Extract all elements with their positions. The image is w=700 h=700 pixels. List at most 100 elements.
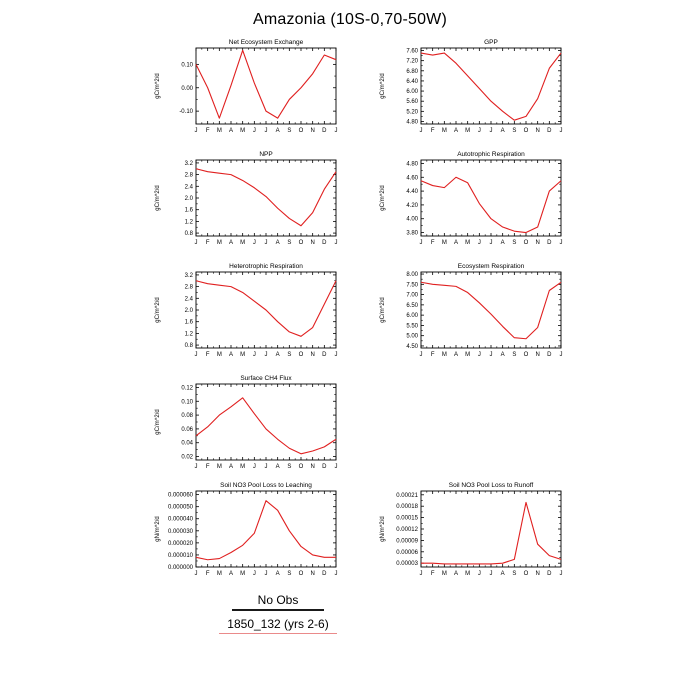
x-tick-label: A: [454, 240, 458, 246]
y-axis-label: gN/m^2/d: [155, 516, 161, 542]
chart-ecosystem-respiration: Ecosystem Respiration gC/m^2/d 4.50 5.00 5.5…: [376, 259, 581, 362]
x-tick-label: J: [253, 464, 256, 470]
x-tick-label: N: [310, 352, 314, 358]
x-tick-label: A: [229, 352, 233, 358]
chart-svg: Autotrophic Respiration gC/m^2/d 3.80 4.00 4…: [380, 151, 563, 246]
x-tick-label: M: [442, 128, 447, 134]
y-tick-label: 0.000020: [168, 541, 194, 547]
x-tick-label: S: [512, 571, 516, 577]
x-tick-label: M: [442, 240, 447, 246]
x-tick-label: J: [335, 352, 338, 358]
x-tick-label: J: [335, 464, 338, 470]
x-tick-label: J: [253, 571, 256, 577]
y-tick-label: 0.04: [181, 441, 193, 447]
x-tick-label: O: [524, 240, 529, 246]
x-tick-label: A: [276, 571, 280, 577]
x-tick-label: J: [253, 128, 256, 134]
y-tick-label: 0.8: [185, 231, 194, 237]
x-tick-label: J: [253, 352, 256, 358]
x-tick-label: N: [535, 571, 539, 577]
x-tick-label: N: [310, 464, 314, 470]
y-tick-label: 0.000050: [168, 505, 194, 511]
figure-title: Amazonia (10S-0,70-50W): [252, 11, 447, 28]
y-tick-label: 7.60: [406, 49, 418, 55]
chart-soil-no3-loss-runoff: Soil NO3 Pool Loss to Runoff gN/m^2/d 0.00…: [376, 478, 581, 581]
y-axis-label: gC/m^2/d: [155, 409, 161, 435]
y-tick-label: 0.00018: [396, 504, 418, 510]
x-tick-label: D: [547, 571, 552, 577]
legend-label-run: 1850_132 (yrs 2-6): [227, 616, 329, 631]
x-tick-label: D: [322, 571, 327, 577]
series-line: [420, 52, 562, 121]
chart-npp: NPP gC/m^2/d 0.8 1.2 1.6 2.0 2.4 2.8 3.2 J F M A M J J A…: [151, 147, 356, 250]
y-tick-label: 5.60: [406, 99, 418, 105]
x-tick-label: J: [490, 240, 493, 246]
chart-title: Surface CH4 Flux: [240, 375, 292, 382]
x-tick-label: M: [217, 240, 222, 246]
x-tick-label: D: [322, 464, 327, 470]
chart-heterotrophic-respiration: Heterotrophic Respiration gC/m^2/d 0.8 1.2 1…: [151, 259, 356, 362]
x-tick-label: D: [547, 240, 552, 246]
y-tick-label: 0.8: [185, 343, 194, 349]
y-tick-label: 4.80: [406, 161, 418, 167]
x-tick-label: D: [322, 352, 327, 358]
x-tick-label: A: [501, 128, 505, 134]
y-tick-label: 2.4: [185, 184, 194, 190]
x-tick-label: J: [490, 352, 493, 358]
y-tick-label: 2.8: [185, 173, 194, 179]
x-tick-label: M: [465, 571, 470, 577]
x-tick-label: A: [501, 240, 505, 246]
x-tick-label: A: [229, 571, 233, 577]
y-axis-label: gC/m^2/d: [155, 73, 161, 99]
x-tick-label: A: [501, 571, 505, 577]
chart-soil-no3-loss-leaching: Soil NO3 Pool Loss to Leaching gN/m^2/d 0.…: [151, 478, 356, 581]
x-tick-label: D: [322, 128, 327, 134]
chart-title: NPP: [259, 151, 272, 158]
y-axis-label: gC/m^2/d: [380, 185, 386, 211]
y-tick-label: 6.00: [406, 89, 418, 95]
x-tick-label: F: [206, 464, 210, 470]
x-tick-label: O: [524, 571, 529, 577]
y-tick-label: 0.000060: [168, 493, 194, 499]
x-tick-label: M: [217, 128, 222, 134]
x-tick-label: O: [524, 128, 529, 134]
x-tick-label: A: [276, 128, 280, 134]
x-tick-label: M: [465, 240, 470, 246]
x-tick-label: S: [512, 128, 516, 134]
y-tick-label: 6.00: [406, 313, 418, 319]
y-tick-label: 0.00006: [396, 550, 418, 556]
chart-svg: Ecosystem Respiration gC/m^2/d 4.50 5.00 5.5…: [380, 263, 563, 358]
legend-line-no-obs: [232, 609, 324, 611]
chart-gpp: GPP gC/m^2/d 4.80 5.20 5.60 6.00 6.40 6.80 7.20 7…: [376, 35, 581, 138]
x-tick-label: J: [560, 128, 563, 134]
x-tick-label: A: [454, 571, 458, 577]
x-tick-label: M: [240, 464, 245, 470]
legend-entry-run: 1850_132 (yrs 2-6): [168, 616, 388, 634]
x-tick-label: N: [310, 128, 314, 134]
chart-svg: Net Ecosystem Exchange gC/m^2/d -0.10 0.00 0…: [155, 39, 338, 134]
x-tick-label: J: [420, 128, 423, 134]
x-tick-label: A: [229, 464, 233, 470]
y-tick-label: 0.10: [181, 399, 193, 405]
x-tick-label: O: [299, 352, 304, 358]
y-tick-label: 0.00: [181, 86, 193, 92]
y-axis-label: gC/m^2/d: [380, 73, 386, 99]
y-tick-label: 0.00009: [396, 538, 418, 544]
x-tick-label: D: [547, 352, 552, 358]
x-tick-label: A: [229, 240, 233, 246]
chart-title: Soil NO3 Pool Loss to Leaching: [220, 482, 312, 489]
x-tick-label: S: [287, 240, 291, 246]
x-tick-label: O: [299, 464, 304, 470]
y-tick-label: 3.80: [406, 231, 418, 237]
y-tick-label: 6.50: [406, 303, 418, 309]
y-tick-label: 4.40: [406, 189, 418, 195]
x-tick-label: J: [420, 240, 423, 246]
x-tick-label: N: [535, 352, 539, 358]
x-tick-label: N: [310, 571, 314, 577]
series-line: [195, 49, 337, 119]
chart-title: GPP: [484, 39, 498, 46]
x-tick-label: J: [265, 128, 268, 134]
y-tick-label: 0.00012: [396, 527, 418, 533]
x-tick-label: M: [465, 352, 470, 358]
chart-title: Ecosystem Respiration: [458, 263, 525, 270]
